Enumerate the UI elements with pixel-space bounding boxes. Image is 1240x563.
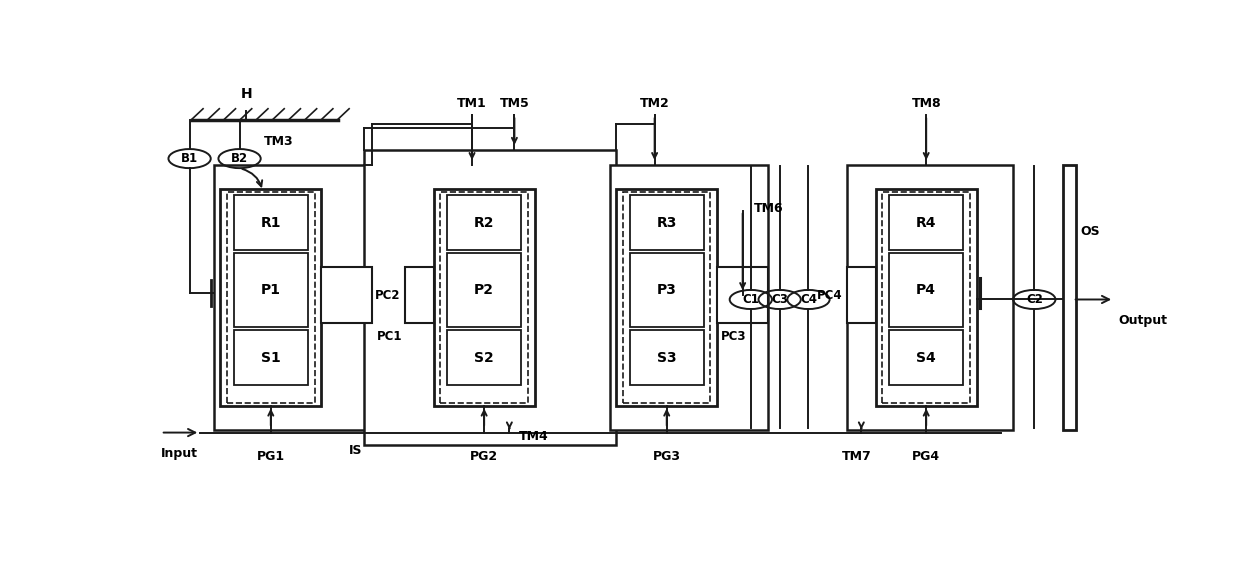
Bar — [610, 165, 768, 430]
Text: H: H — [241, 87, 252, 101]
Text: PC4: PC4 — [816, 289, 842, 302]
Bar — [404, 267, 434, 323]
Text: TM3: TM3 — [264, 135, 293, 148]
Bar — [213, 165, 372, 430]
Text: TM4: TM4 — [520, 430, 549, 444]
Bar — [616, 189, 717, 406]
Bar — [889, 253, 963, 327]
Text: PC1: PC1 — [377, 330, 403, 343]
Text: TM6: TM6 — [754, 202, 784, 215]
Text: PC2: PC2 — [374, 289, 401, 302]
Bar — [630, 330, 704, 385]
Bar — [448, 253, 521, 327]
Text: R3: R3 — [656, 216, 677, 230]
Bar — [234, 195, 308, 251]
Text: OS: OS — [1080, 225, 1100, 238]
Bar — [847, 267, 875, 323]
Text: S3: S3 — [657, 351, 677, 365]
Text: R1: R1 — [260, 216, 281, 230]
Text: P4: P4 — [916, 283, 936, 297]
Bar — [622, 192, 711, 403]
Bar — [630, 253, 704, 327]
Text: C3: C3 — [771, 293, 789, 306]
Bar — [234, 253, 308, 327]
Text: C4: C4 — [800, 293, 817, 306]
Text: IS: IS — [350, 444, 362, 457]
Bar — [321, 267, 372, 323]
Text: B1: B1 — [181, 152, 198, 165]
Bar — [221, 189, 321, 406]
Bar — [448, 195, 521, 251]
Text: P1: P1 — [260, 283, 280, 297]
Text: TM1: TM1 — [458, 97, 487, 110]
Text: P2: P2 — [474, 283, 495, 297]
Bar — [889, 330, 963, 385]
Bar — [448, 330, 521, 385]
Bar — [630, 195, 704, 251]
Text: TM8: TM8 — [911, 97, 941, 110]
Bar — [404, 165, 572, 430]
Text: PG3: PG3 — [652, 450, 681, 463]
Text: Input: Input — [161, 447, 197, 460]
Text: PG1: PG1 — [257, 450, 285, 463]
Bar — [889, 195, 963, 251]
Text: C1: C1 — [743, 293, 759, 306]
Text: Output: Output — [1118, 314, 1167, 327]
Text: C2: C2 — [1025, 293, 1043, 306]
Bar — [717, 267, 768, 323]
Text: S2: S2 — [474, 351, 494, 365]
Text: TM2: TM2 — [640, 97, 670, 110]
Text: PG4: PG4 — [913, 450, 940, 463]
Text: PC3: PC3 — [720, 330, 746, 343]
Text: P3: P3 — [657, 283, 677, 297]
Bar — [363, 150, 616, 445]
Bar — [434, 189, 534, 406]
Text: B2: B2 — [231, 152, 248, 165]
Bar — [234, 330, 308, 385]
Text: PG2: PG2 — [470, 450, 498, 463]
Text: R2: R2 — [474, 216, 495, 230]
Bar — [227, 192, 315, 403]
Bar — [847, 165, 1013, 430]
Text: TM7: TM7 — [842, 450, 872, 463]
Text: R4: R4 — [916, 216, 936, 230]
Text: S4: S4 — [916, 351, 936, 365]
Text: S1: S1 — [260, 351, 280, 365]
Bar — [1063, 165, 1075, 430]
Bar — [883, 192, 970, 403]
Bar — [440, 192, 528, 403]
Text: TM5: TM5 — [500, 97, 529, 110]
Bar — [875, 189, 977, 406]
